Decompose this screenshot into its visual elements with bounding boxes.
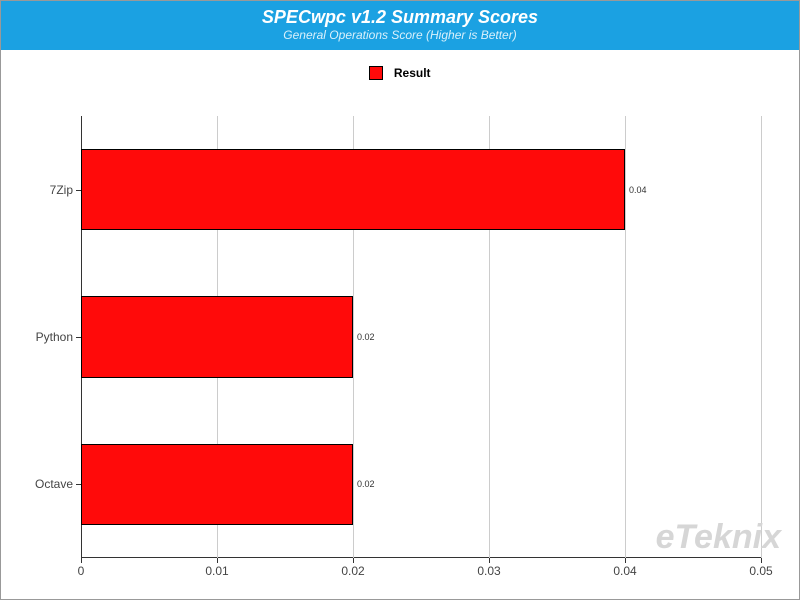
- bar: [81, 444, 353, 525]
- bar: [81, 296, 353, 377]
- legend-swatch: [369, 66, 383, 80]
- chart-title: SPECwpc v1.2 Summary Scores: [1, 7, 799, 28]
- legend: Result: [1, 64, 799, 82]
- bar-value-label: 0.02: [357, 332, 375, 342]
- bar-value-label: 0.04: [629, 185, 647, 195]
- legend-label: Result: [394, 66, 431, 80]
- gridline: [761, 116, 762, 558]
- chart-header: SPECwpc v1.2 Summary Scores General Oper…: [1, 1, 799, 50]
- chart-subtitle: General Operations Score (Higher is Bett…: [1, 28, 799, 42]
- x-tick-label: 0.03: [477, 558, 500, 578]
- y-category-label: Octave: [35, 477, 81, 491]
- bar-value-label: 0.02: [357, 479, 375, 489]
- bar: [81, 149, 625, 230]
- y-category-label: 7Zip: [50, 183, 81, 197]
- x-tick-label: 0.04: [613, 558, 636, 578]
- x-tick-label: 0: [78, 558, 85, 578]
- plot-area: 00.010.020.030.040.057Zip0.04Python0.02O…: [81, 116, 761, 558]
- x-tick-label: 0.01: [205, 558, 228, 578]
- x-tick-label: 0.02: [341, 558, 364, 578]
- x-tick-label: 0.05: [749, 558, 772, 578]
- gridline: [625, 116, 626, 558]
- y-category-label: Python: [36, 330, 81, 344]
- x-axis: [81, 557, 761, 558]
